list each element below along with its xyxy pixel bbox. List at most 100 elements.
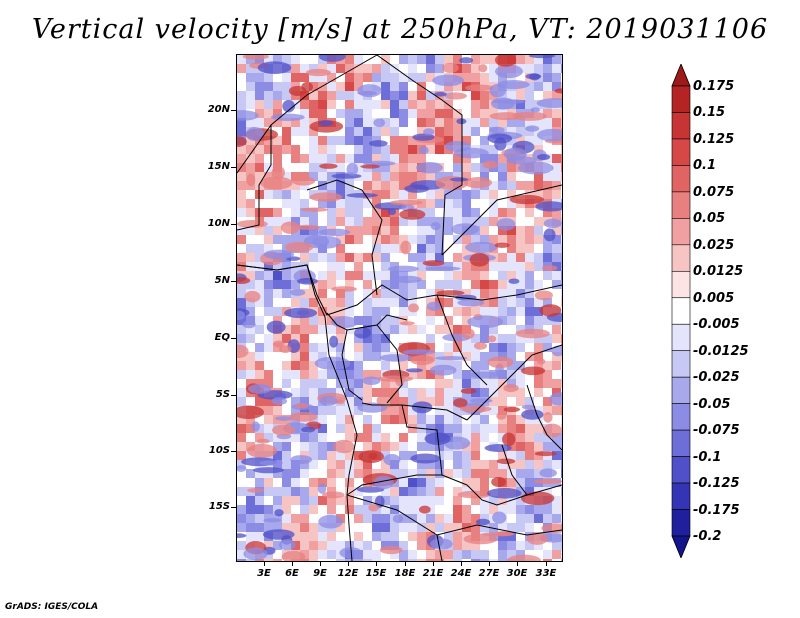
map-plot-area [236, 54, 563, 562]
country-border [401, 404, 468, 486]
lon-label: 27E [478, 568, 500, 579]
colorbar-label: -0.0125 [693, 343, 749, 359]
lat-label: 5S [215, 389, 230, 400]
lon-tick [433, 562, 434, 566]
colorbar-label: -0.1 [693, 449, 722, 465]
country-border [466, 484, 562, 506]
lon-label: 33E [535, 568, 557, 579]
lon-label: 3E [257, 568, 271, 579]
colorbar-label: 0.075 [693, 184, 735, 200]
colorbar-top-arrow [671, 64, 691, 87]
lat-tick [231, 110, 236, 111]
lat-label: 10N [207, 218, 230, 229]
colorbar-label: -0.025 [693, 370, 740, 386]
lat-tick [231, 338, 236, 339]
colorbar-segment [671, 297, 691, 325]
country-border [306, 179, 383, 296]
lat-label: 15N [207, 161, 230, 172]
country-border [441, 184, 562, 256]
country-border [346, 474, 442, 496]
colorbar-label: -0.125 [693, 476, 740, 492]
lon-tick [376, 562, 377, 566]
colorbar-label: 0.0125 [693, 264, 744, 280]
colorbar-label: 0.025 [693, 237, 735, 253]
colorbar-segment [671, 350, 691, 378]
country-border [237, 125, 272, 231]
colorbar-label: 0.005 [693, 290, 735, 306]
colorbar-segment [671, 403, 691, 431]
lon-tick [264, 562, 265, 566]
lon-label: 30E [506, 568, 528, 579]
lon-label: 12E [337, 568, 359, 579]
lon-tick [292, 562, 293, 566]
lon-tick [405, 562, 406, 566]
colorbar-segment [671, 191, 691, 219]
lon-tick [546, 562, 547, 566]
country-border [436, 534, 443, 561]
lat-tick [231, 451, 236, 452]
colorbar-segment [671, 112, 691, 140]
lon-label: 9E [313, 568, 327, 579]
lon-label: 6E [285, 568, 299, 579]
lat-label: 15S [208, 501, 230, 512]
country-border [376, 324, 403, 404]
colorbar-segment [671, 323, 691, 352]
colorbar-label: -0.075 [693, 423, 740, 439]
colorbar-segment [671, 429, 691, 457]
country-border [341, 329, 363, 401]
colorbar-bottom-arrow [671, 535, 691, 558]
colorbar-segment [671, 138, 691, 166]
lat-tick [231, 167, 236, 168]
country-border [501, 444, 528, 496]
colorbar-segment [671, 165, 691, 193]
country-border [526, 384, 562, 451]
colorbar-label: -0.005 [693, 317, 740, 333]
colorbar-label: 0.15 [693, 105, 726, 121]
map-title: Vertical velocity [m/s] at 250hPa, VT: 2… [31, 14, 769, 45]
lat-label: EQ [214, 332, 230, 343]
country-border [346, 494, 353, 561]
colorbar-label: -0.2 [693, 529, 722, 544]
velocity-field-map [237, 55, 562, 561]
country-border [326, 312, 408, 331]
country-border [346, 494, 562, 536]
lat-tick [231, 395, 236, 396]
country-border [436, 294, 488, 386]
lon-tick [461, 562, 462, 566]
colorbar-segment [671, 482, 691, 510]
lat-tick [231, 281, 236, 282]
colorbar-segment [671, 509, 691, 537]
colorbar-label: 0.1 [693, 158, 717, 174]
lon-tick [517, 562, 518, 566]
country-border [466, 344, 562, 421]
colorbar-segment [671, 456, 691, 484]
colorbar-label: 0.05 [693, 211, 726, 227]
colorbar-segment [671, 270, 691, 299]
lat-label: 5N [214, 275, 230, 286]
colorbar [671, 64, 691, 558]
lat-tick [231, 224, 236, 225]
country-border [326, 284, 562, 316]
colorbar-label: 0.125 [693, 131, 735, 147]
lon-label: 18E [394, 568, 416, 579]
lon-tick [348, 562, 349, 566]
colorbar-segment [671, 376, 691, 404]
coastline [237, 264, 358, 496]
country-border [376, 55, 463, 256]
grads-credit: GrADS: IGES/COLA [5, 602, 99, 612]
colorbar-segment [671, 218, 691, 246]
lon-tick [489, 562, 490, 566]
lon-tick [320, 562, 321, 566]
lat-tick [231, 507, 236, 508]
country-border [237, 55, 378, 174]
colorbar-label: -0.175 [693, 502, 740, 518]
lon-label: 21E [422, 568, 444, 579]
lat-label: 10S [208, 445, 230, 456]
lon-label: 24E [450, 568, 472, 579]
lon-label: 15E [365, 568, 387, 579]
colorbar-segment [671, 85, 691, 113]
lat-label: 20N [207, 104, 230, 115]
colorbar-label: 0.175 [693, 79, 735, 94]
colorbar-label: -0.05 [693, 396, 731, 412]
colorbar-segment [671, 244, 691, 272]
